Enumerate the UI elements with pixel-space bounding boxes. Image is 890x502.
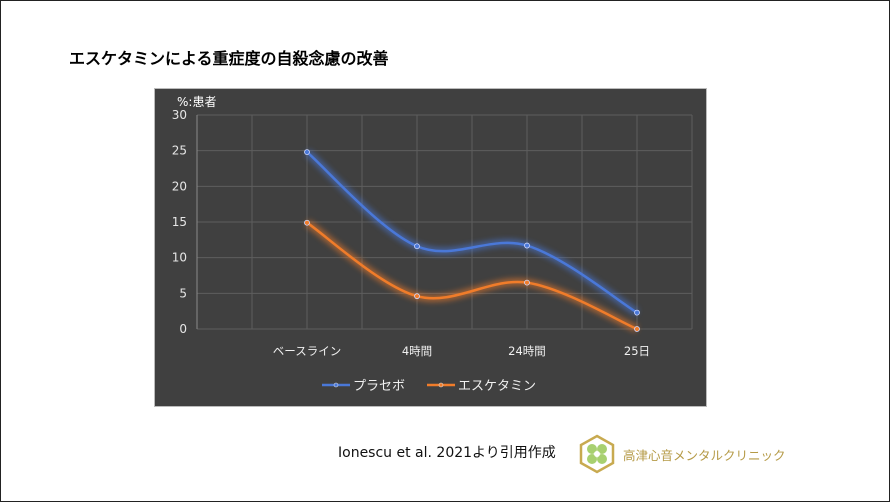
data-point — [634, 326, 640, 332]
data-point — [304, 149, 310, 155]
y-tick-label: 5 — [179, 286, 187, 300]
series-line — [306, 151, 638, 314]
data-point — [304, 219, 310, 226]
legend-marker — [438, 382, 444, 388]
series-line — [306, 221, 638, 331]
data-point — [524, 242, 530, 249]
clinic-name: 高津心音メンタルクリニック — [623, 448, 786, 463]
y-tick-label: 15 — [172, 215, 187, 229]
y-tick-label: 20 — [172, 179, 187, 193]
data-point — [524, 279, 530, 286]
legend-label: プラセボ — [353, 379, 405, 394]
y-tick-label: 0 — [179, 322, 187, 336]
x-tick-label: 4時間 — [402, 344, 432, 358]
x-tick-label: 25日 — [624, 344, 650, 358]
clinic-logo — [579, 434, 615, 474]
legend-label: エスケタミン — [458, 379, 536, 394]
x-tick-label: 24時間 — [508, 344, 546, 358]
y-tick-label: 10 — [172, 251, 187, 265]
legend-marker — [333, 382, 339, 388]
data-point — [414, 293, 420, 300]
y-axis-label: %:患者 — [177, 95, 216, 109]
slide-title: エスケタミンによる重症度の自殺念慮の改善 — [69, 49, 389, 68]
y-tick-label: 25 — [172, 144, 187, 158]
data-point — [414, 243, 420, 250]
y-tick-label: 30 — [172, 108, 187, 122]
citation: Ionescu et al. 2021より引用作成 — [338, 445, 556, 461]
line-chart: %:患者 0 5 10 15 20 25 30 ベースライン 4時間 24時間 25日プラセボ エスケ… — [154, 88, 707, 407]
x-tick-label: ベースライン — [273, 344, 341, 358]
data-point — [634, 309, 640, 316]
